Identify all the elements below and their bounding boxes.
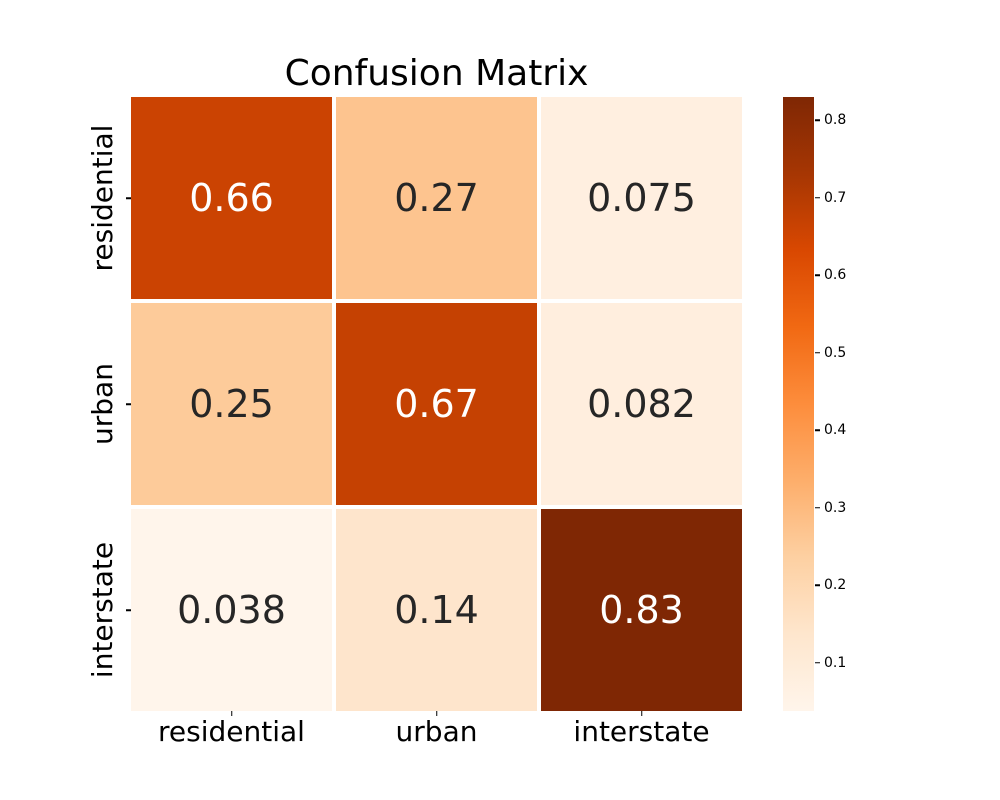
heatmap-cell-residential-urban: 0.27 <box>336 97 537 299</box>
heatmap-cell-residential-residential: 0.66 <box>131 97 332 299</box>
x-axis-label-residential: residential <box>158 715 305 748</box>
heatmap-cell-urban-residential: 0.25 <box>131 303 332 505</box>
x-axis-label-urban: urban <box>395 715 478 748</box>
colorbar-tick <box>815 584 820 587</box>
colorbar-tick-label: 0.8 <box>824 112 847 129</box>
y-axis-label-residential: residential <box>86 124 119 272</box>
colorbar-tick <box>815 507 820 509</box>
colorbar-tick <box>815 274 820 277</box>
x-axis-tick <box>435 711 438 716</box>
x-axis-label-interstate: interstate <box>573 715 710 748</box>
y-axis-label-urban: urban <box>86 363 119 445</box>
colorbar-tick <box>815 352 820 354</box>
heatmap-cell-interstate-interstate: 0.83 <box>541 509 742 711</box>
y-axis-tick <box>126 403 131 405</box>
colorbar-tick-label: 0.4 <box>824 422 847 439</box>
y-axis-label-interstate: interstate <box>86 541 119 679</box>
colorbar-tick-label: 0.1 <box>824 654 847 671</box>
y-axis-tick <box>126 197 131 199</box>
colorbar-tick <box>815 429 820 432</box>
colorbar-tick-label: 0.5 <box>824 344 847 361</box>
heatmap-grid: 0.66 0.27 0.075 0.25 0.67 0.082 0.038 0.14 0.83 <box>131 97 742 711</box>
colorbar-tick-label: 0.7 <box>824 189 847 206</box>
colorbar-tick <box>815 662 820 664</box>
colorbar-gradient <box>783 97 814 711</box>
x-axis-tick <box>640 711 643 716</box>
x-axis-tick <box>230 711 233 716</box>
heatmap-cell-residential-interstate: 0.075 <box>541 97 742 299</box>
colorbar-tick-label: 0.3 <box>824 499 847 516</box>
heatmap-cell-interstate-residential: 0.038 <box>131 509 332 711</box>
colorbar-tick <box>815 119 820 121</box>
colorbar-tick-label: 0.6 <box>824 267 847 284</box>
y-axis-tick <box>126 609 131 611</box>
chart-title: Confusion Matrix <box>284 53 589 94</box>
heatmap-cell-interstate-urban: 0.14 <box>336 509 537 711</box>
heatmap-cell-urban-urban: 0.67 <box>336 303 537 505</box>
heatmap-cell-urban-interstate: 0.082 <box>541 303 742 505</box>
colorbar-tick-label: 0.2 <box>824 577 847 594</box>
colorbar-tick <box>815 197 820 199</box>
